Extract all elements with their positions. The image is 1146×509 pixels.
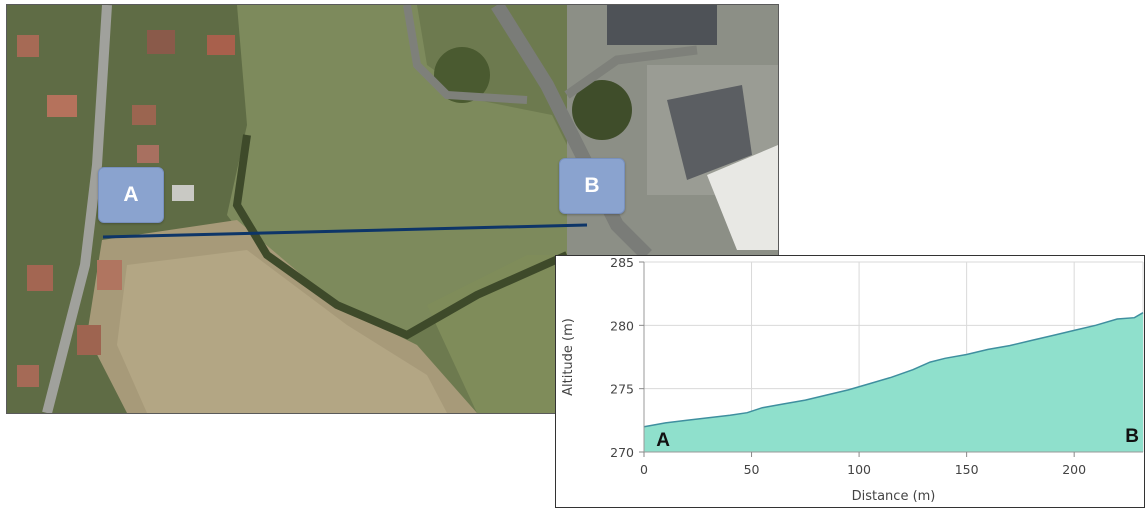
elevation-area (644, 312, 1143, 452)
endpoint-label-b: B (1125, 426, 1139, 447)
x-tick-label: 50 (744, 462, 760, 477)
x-tick-label: 0 (640, 462, 648, 477)
route-line (102, 223, 588, 239)
marker-b[interactable]: B (559, 158, 625, 214)
chart-canvas: 0 50 100 150 200 270 275 280 285 Distance (m) Al… (561, 256, 1144, 504)
aerial-imagery (7, 5, 778, 413)
y-tick-label: 270 (610, 445, 634, 460)
y-tick-label: 285 (610, 256, 634, 270)
x-tick-label: 200 (1062, 462, 1086, 477)
elevation-profile-chart: 0 50 100 150 200 270 275 280 285 Distance (m) Al… (555, 255, 1145, 508)
y-tick-label: 275 (610, 382, 634, 397)
x-tick-label: 150 (955, 462, 979, 477)
endpoint-label-a: A (656, 430, 670, 451)
aerial-map: A B (6, 4, 779, 414)
y-axis-title: Altitude (m) (561, 318, 576, 396)
marker-a[interactable]: A (98, 167, 164, 223)
chart-ticks: 0 50 100 150 200 270 275 280 285 (610, 256, 1086, 477)
x-tick-label: 100 (847, 462, 871, 477)
chart-axes (643, 262, 1143, 453)
y-tick-label: 280 (610, 318, 634, 333)
elevation-line (643, 312, 1144, 428)
x-axis-title: Distance (m) (852, 489, 936, 504)
